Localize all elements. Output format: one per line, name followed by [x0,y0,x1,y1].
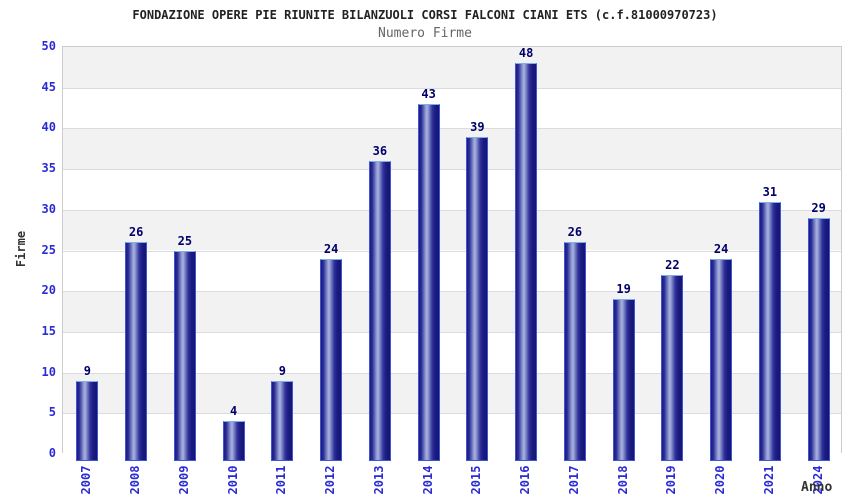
bar-value-label: 26 [567,225,583,240]
bar [222,421,245,461]
bar-value-label: 24 [323,241,339,256]
bar [661,274,684,461]
bar [271,380,294,461]
x-tick-label: 2020 [713,465,728,495]
bar-value-label: 36 [372,143,388,158]
bar [466,136,489,461]
x-tick-label: 2011 [274,465,289,495]
gridline [63,169,841,171]
bar-value-label: 48 [518,46,534,61]
x-tick-label: 2015 [469,465,484,495]
x-tick-label: 2018 [615,465,630,495]
x-axis-title: Anno [801,480,833,495]
y-tick-label: 15 [41,323,56,338]
y-tick-label: 30 [41,201,56,216]
x-tick-label: 2012 [323,465,338,495]
x-tick-label: 2008 [128,465,143,495]
y-tick-label: 35 [41,161,56,176]
bar-value-label: 9 [83,363,91,378]
chart-subtitle: Numero Firme [378,26,472,41]
x-tick-label: 2009 [176,465,191,495]
bar-value-label: 25 [177,233,193,248]
bar-value-label: 19 [616,282,631,297]
chart-title: FONDAZIONE OPERE PIE RIUNITE BILANZUOLI … [132,8,718,22]
bar-value-label: 39 [470,119,485,134]
bar [417,103,440,461]
bar [368,160,391,461]
x-tick-label: 2010 [225,465,240,495]
plot-band [63,169,841,210]
y-tick-label: 20 [41,283,56,298]
y-tick-label: 5 [48,405,56,420]
x-tick-label: 2013 [371,465,386,495]
bar [758,201,781,461]
bar-value-label: 22 [665,257,680,272]
y-tick-label: 25 [41,242,56,257]
bar [173,250,196,461]
bar [807,217,830,461]
plot-band [63,128,841,170]
plot-area: 9 26 25 4 9 24 36 43 39 48 26 19 22 24 31 29 [62,46,842,461]
bar [710,258,733,461]
bar [320,258,343,461]
x-tick-label: 2021 [761,465,776,495]
bar-value-label: 31 [762,184,778,199]
bar-value-label: 4 [230,404,238,419]
bar [612,299,635,461]
x-tick-label: 2016 [518,465,533,495]
x-tick-label: 2019 [664,465,679,495]
bar-value-label: 29 [811,200,826,215]
y-tick-label: 0 [48,446,56,460]
x-tick-label: 2007 [79,465,94,495]
gridline [63,209,841,211]
x-tick-label: 2014 [420,465,435,495]
gridline [63,128,841,130]
bar-value-label: 24 [713,241,729,256]
bar [563,242,586,461]
x-tick-label: 2017 [566,465,581,495]
bar-value-label: 43 [421,86,436,101]
y-tick-label: 50 [41,39,56,53]
y-tick-label: 40 [41,120,56,135]
bar-value-label: 9 [278,363,286,378]
bar [515,63,538,461]
y-tick-label: 10 [41,364,56,379]
plot-band [63,47,841,88]
bar [125,242,148,461]
bar [76,380,99,461]
y-tick-label: 45 [41,79,56,94]
bar-value-label: 26 [128,225,144,240]
